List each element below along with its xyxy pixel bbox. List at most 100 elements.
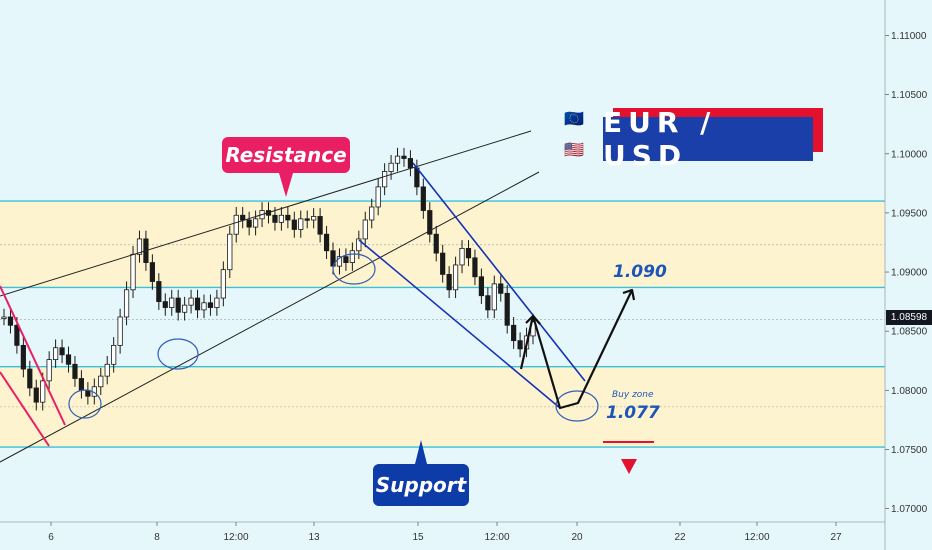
candle-body [117,316,123,346]
candle-body [227,233,233,271]
candle-body [7,316,14,326]
candle-body [401,155,407,159]
support-pointer-icon [415,440,427,464]
price-tick-label: 1.11000 [891,31,927,42]
candle-body [478,276,484,297]
candle-body [517,340,523,350]
candle-body [220,269,226,299]
candle-body [104,363,110,377]
time-tick-label: 12:00 [223,532,248,543]
candle-body [98,375,104,388]
channel-lower-line [358,239,561,409]
candle-body [420,186,426,211]
projection-path [519,289,633,410]
target-level-label: 1.090 [613,262,667,282]
price-tick-label: 1.09500 [891,208,928,219]
candle-body [362,219,368,240]
candle-body [123,289,130,318]
candle-body [356,238,362,252]
buy-zone-label: Buy zone [612,390,654,400]
candle-body [433,233,439,254]
price-tick-label: 1.09000 [891,268,928,279]
candle-body [214,297,220,308]
candle-body [311,216,317,221]
candle-body [246,219,252,228]
candle-body [459,247,465,266]
candle-body [27,368,33,389]
buy-zone-price: 1.077 [606,403,660,423]
candle-body [40,380,46,403]
candle-body [394,155,401,164]
time-tick-label: 12:00 [744,532,769,543]
time-tick-label: 8 [154,532,160,543]
candle-body [156,281,162,303]
time-tick-label: 27 [830,532,842,543]
candle-body [511,324,517,342]
candle-body [240,214,246,221]
candle-body [175,297,181,313]
candle-body [20,344,26,370]
candle-body [207,302,214,308]
chart-title: EUR / USD [603,106,813,172]
candle-body [291,219,297,230]
time-tick-label: 22 [674,532,686,543]
candle-body [317,216,323,235]
arrow-head-target-icon [622,288,636,301]
time-tick-label: 12:00 [484,532,509,543]
price-tick-label: 1.08000 [891,386,928,397]
price-axis-panel [885,0,932,550]
candle-body [304,218,310,221]
candle-body [233,214,239,235]
touch-point-ellipse [157,338,199,370]
candle-body [72,363,78,379]
candle-body [136,238,143,255]
candle-body [188,297,194,306]
price-tick-label: 1.10500 [891,90,928,101]
candle-body [272,214,278,223]
candle-body [111,344,117,365]
candle-body [149,262,155,282]
candle-body [323,233,330,252]
candle-body [485,295,491,311]
candle-body [78,378,85,391]
arrow-head-up-icon [525,314,541,325]
candle-body [1,316,7,319]
candle-body [182,304,188,313]
resistance-pointer-icon [279,173,293,197]
candle-body [472,257,478,278]
candle-body [278,214,285,223]
candle-body [59,347,65,356]
candle-body [375,186,381,208]
candle-body [343,256,349,263]
candle-body [440,252,446,275]
resistance-callout: Resistance [222,137,350,173]
touch-point-ellipse [555,390,599,422]
candle-body [201,302,207,311]
candle-body [33,387,39,403]
candle-body [14,324,20,346]
candle-body [194,297,201,311]
candle-body [446,274,452,291]
candle-body [130,253,136,291]
pink-trend-line [0,285,66,426]
support-callout: Support [373,464,469,506]
price-tick-label: 1.08500 [891,327,928,338]
price-tick-label: 1.07500 [891,445,928,456]
candle-body [504,292,510,326]
candle-body [169,297,175,308]
candle-body [65,354,72,365]
candle-body [53,347,59,360]
candle-body [336,256,343,267]
candle-body [388,162,394,172]
candle-body [407,158,414,169]
time-tick-label: 6 [48,532,54,543]
last-price-tag: 1.08598 [886,310,932,325]
candle-body [285,214,291,221]
us-flag-icon: 🇺🇸 [564,142,584,159]
wedge-lower-line [0,171,540,463]
candle-body [491,283,497,311]
touch-point-ellipse [68,389,102,419]
candle-body [162,301,168,308]
candle-body [298,218,304,230]
